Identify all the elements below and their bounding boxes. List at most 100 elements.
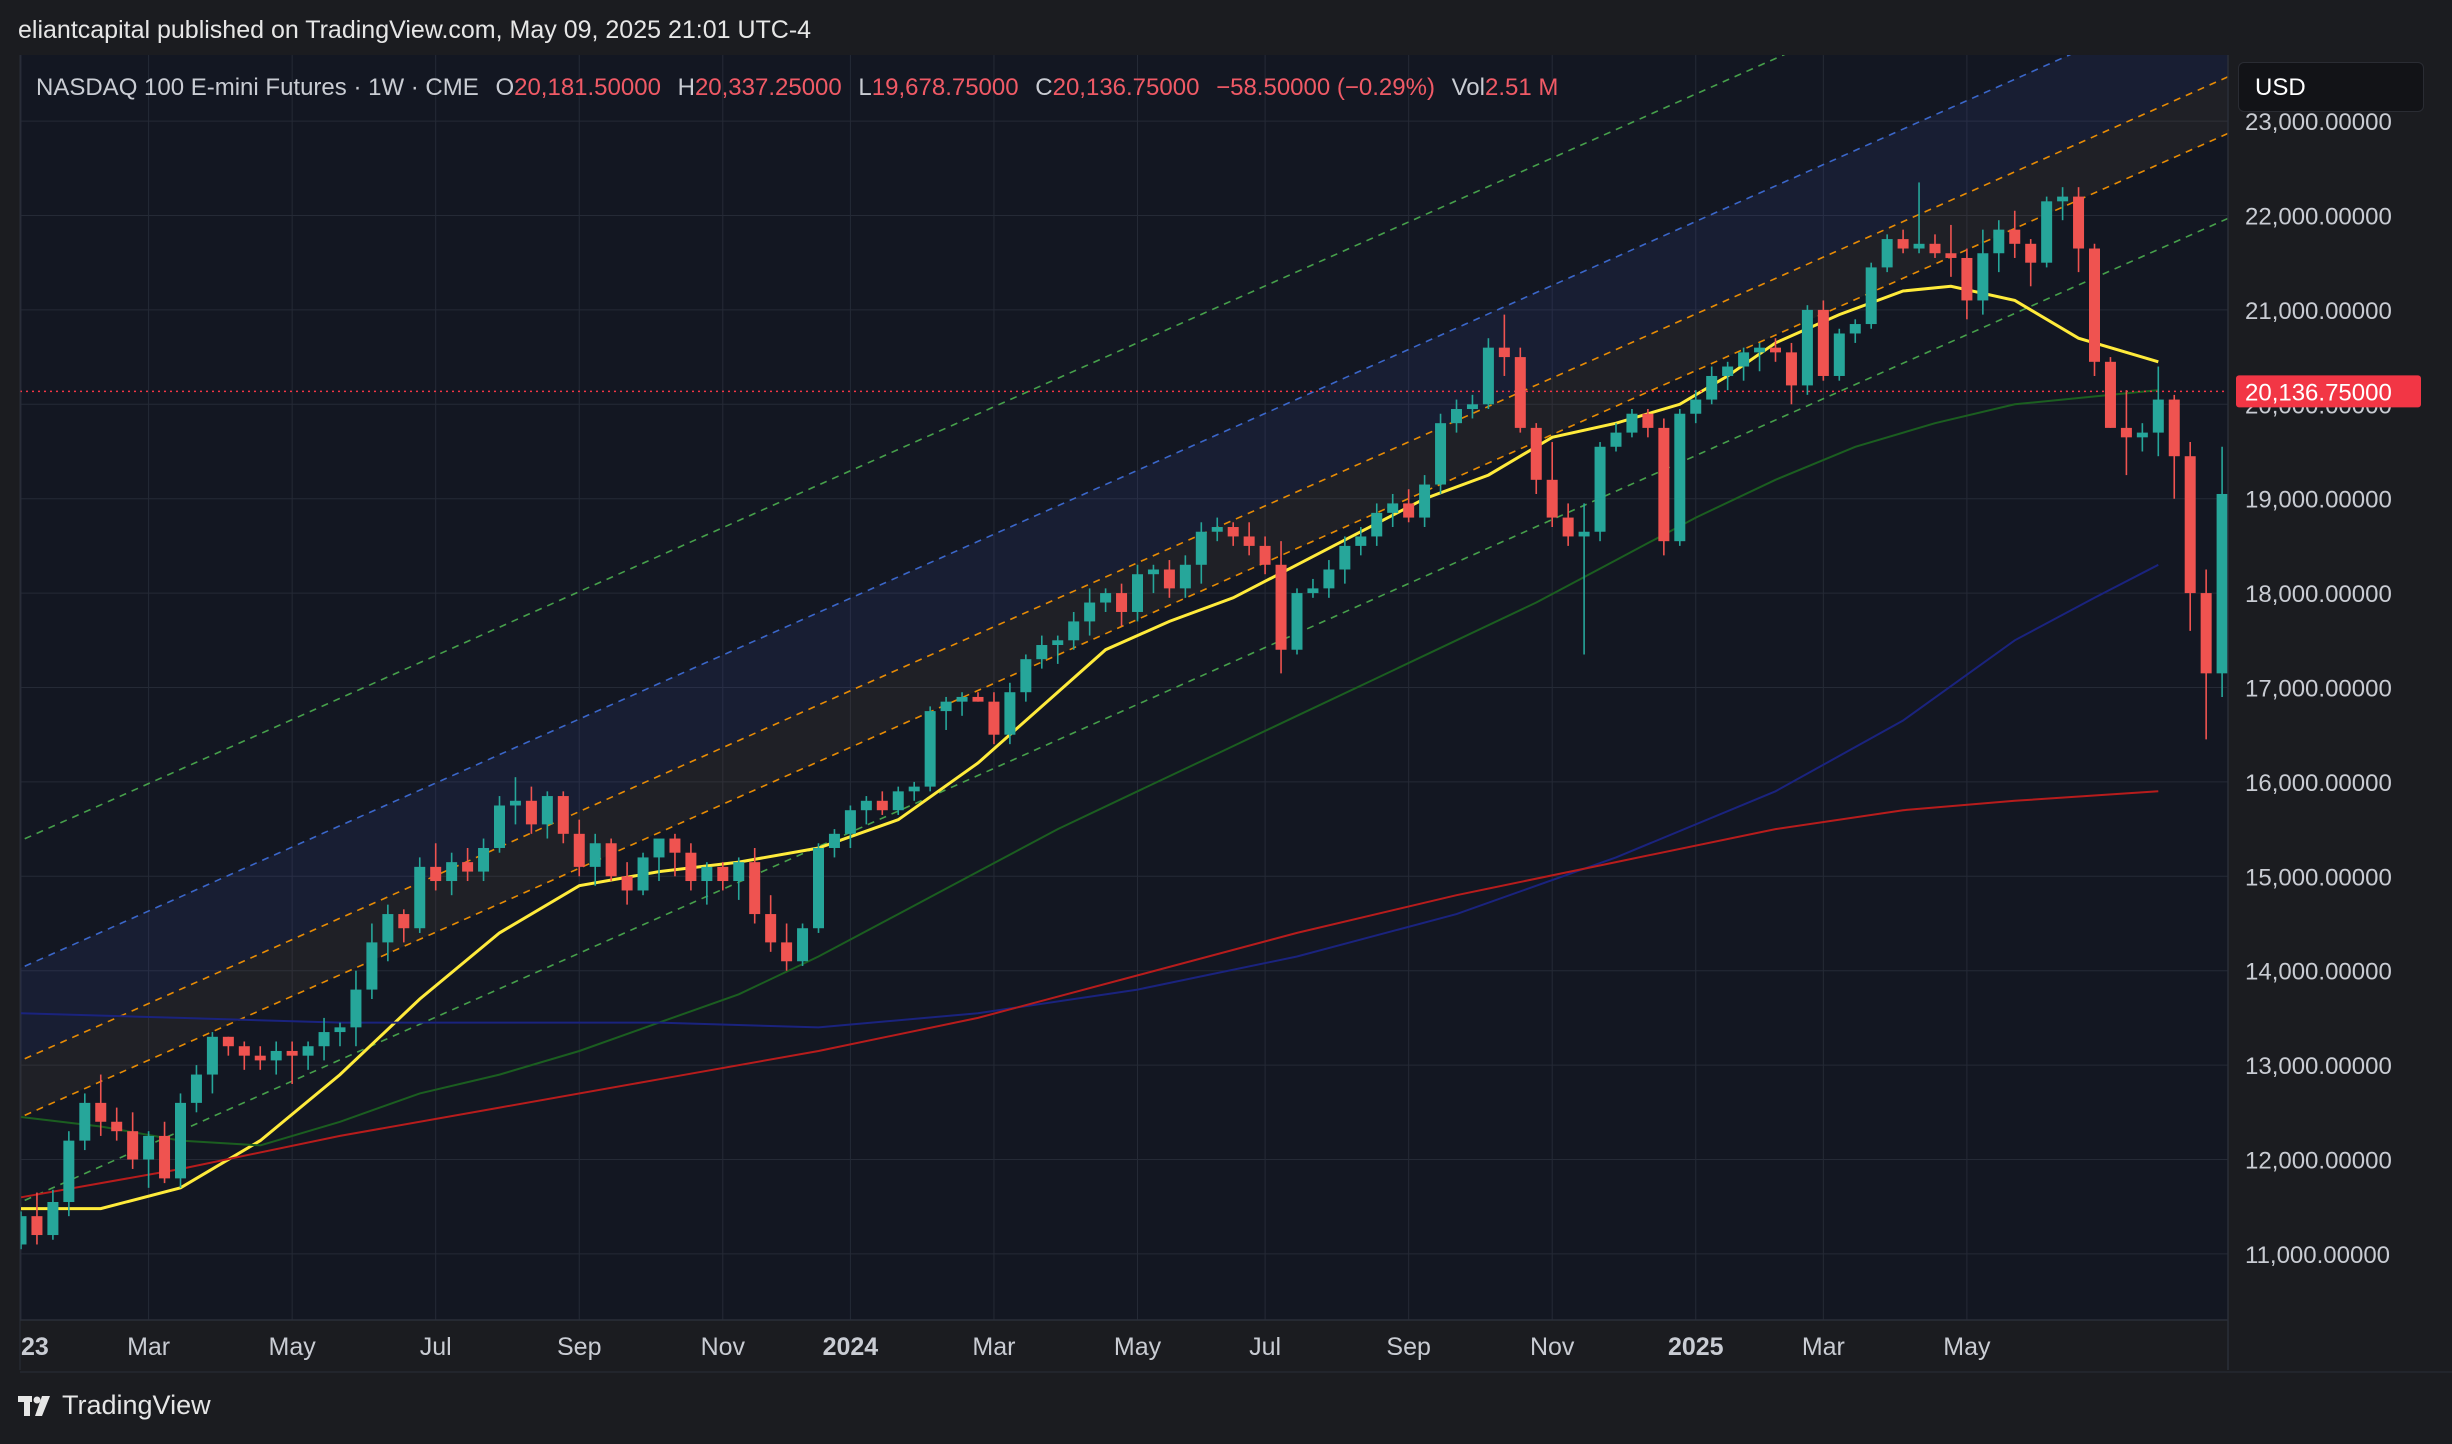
candle-body — [175, 1102, 186, 1179]
candle-body — [621, 876, 633, 891]
candle-body — [286, 1050, 298, 1056]
low-label: L — [858, 74, 872, 101]
candle-body — [1993, 229, 2005, 254]
time-tick-label: Jul — [1249, 1333, 1281, 1361]
candle-body — [749, 862, 761, 915]
candle-body — [302, 1046, 314, 1056]
candle-body — [956, 696, 968, 702]
candle-body — [430, 866, 442, 882]
footer-background — [0, 1360, 2452, 1444]
candle-body — [446, 862, 458, 882]
candle-body — [1211, 527, 1223, 532]
time-tick-label: 23 — [21, 1333, 49, 1361]
candle-body — [589, 843, 601, 867]
candle-body — [478, 847, 490, 872]
candle-body — [924, 711, 936, 787]
candle-body — [828, 833, 840, 848]
candle-body — [1913, 243, 1925, 249]
candle-body — [1036, 645, 1048, 660]
candle-body — [1323, 569, 1335, 589]
candle-body — [398, 914, 410, 929]
candle-body — [525, 800, 537, 825]
candle-body — [844, 810, 856, 834]
time-tick-label: May — [269, 1333, 317, 1361]
candle-body — [1243, 536, 1255, 546]
candle-body — [1052, 640, 1064, 646]
candle-body — [2152, 399, 2164, 433]
candle-body — [1084, 602, 1096, 622]
symbol-name[interactable]: NASDAQ 100 E-mini Futures · 1W · CME — [36, 74, 479, 101]
candle-body — [1179, 564, 1191, 589]
price-tick-label: 22,000.00000 — [2245, 203, 2392, 230]
candle-body — [1482, 347, 1494, 405]
brand-name: TradingView — [62, 1390, 211, 1420]
candle-body — [190, 1074, 202, 1103]
candle-body — [1259, 545, 1271, 565]
candle-body — [2025, 243, 2037, 263]
candle-body — [1594, 446, 1606, 532]
candle-body — [1881, 239, 1893, 268]
candle-body — [1929, 243, 1941, 254]
candle-body — [1195, 531, 1207, 565]
candle-body — [2073, 196, 2085, 249]
candle-body — [2041, 201, 2053, 263]
candle-body — [318, 1032, 330, 1047]
candle-body — [159, 1135, 171, 1179]
candle-body — [988, 701, 1000, 735]
channel-upper-fill — [20, 55, 2228, 1061]
time-tick-label: Mar — [972, 1333, 1015, 1361]
open-value: 20,181.50000 — [514, 74, 661, 101]
candle-body — [1738, 352, 1750, 367]
candle-body — [797, 928, 809, 962]
candle-body — [334, 1027, 346, 1033]
price-tick-label: 13,000.00000 — [2245, 1053, 2392, 1080]
brand-footer[interactable]: TradingView — [18, 1390, 211, 1421]
time-tick-label: May — [1114, 1333, 1162, 1361]
candle-body — [2089, 248, 2100, 362]
candle-body — [2104, 361, 2116, 428]
candle-body — [1419, 484, 1431, 518]
candle-body — [47, 1201, 59, 1236]
tradingview-logo-icon — [18, 1395, 50, 1416]
candle-body — [1961, 257, 1973, 301]
price-tick-label: 19,000.00000 — [2245, 487, 2392, 514]
currency-selector[interactable]: USD — [2238, 62, 2424, 112]
candle-body — [382, 914, 394, 943]
time-tick-label: Nov — [1530, 1333, 1575, 1361]
candle-body — [2168, 399, 2180, 457]
candle-body — [143, 1135, 155, 1160]
candle-body — [494, 805, 505, 848]
candle-body — [573, 833, 585, 867]
moving-average-line — [20, 389, 2159, 1147]
vol-value: 2.51 M — [1484, 74, 1559, 101]
high-label: H — [677, 74, 695, 101]
price-tick-label: 17,000.00000 — [2245, 676, 2392, 703]
candle-body — [366, 942, 378, 990]
time-tick-label: Mar — [1802, 1333, 1845, 1361]
low-value: 19,678.75000 — [871, 74, 1019, 101]
candle-body — [414, 866, 426, 929]
candle-body — [685, 852, 697, 882]
price-tick-label: 23,000.00000 — [2245, 109, 2392, 136]
price-tick-label: 14,000.00000 — [2245, 959, 2392, 986]
channel-line — [20, 217, 2228, 1204]
moving-average-line — [20, 563, 2159, 1029]
candle-body — [1770, 347, 1781, 353]
candle-body — [1451, 409, 1462, 424]
candle-body — [1833, 333, 1845, 376]
candle-body — [876, 800, 888, 811]
change-value: −58.50000 (−0.29%) — [1216, 74, 1435, 101]
time-tick-label: Mar — [127, 1333, 170, 1361]
symbol-legend: NASDAQ 100 E-mini Futures · 1W · CME O20… — [36, 74, 1558, 102]
time-tick-label: 2024 — [823, 1333, 879, 1361]
candle-body — [1849, 324, 1861, 334]
candle-body — [1291, 593, 1303, 650]
candle-body — [1865, 267, 1877, 325]
candle-body — [637, 857, 649, 891]
last-price-label: 20,136.75000 — [2245, 379, 2392, 406]
candle-body — [31, 1216, 43, 1236]
candle-body — [1578, 531, 1590, 537]
candle-body — [1147, 569, 1159, 575]
candle-body — [127, 1131, 139, 1160]
